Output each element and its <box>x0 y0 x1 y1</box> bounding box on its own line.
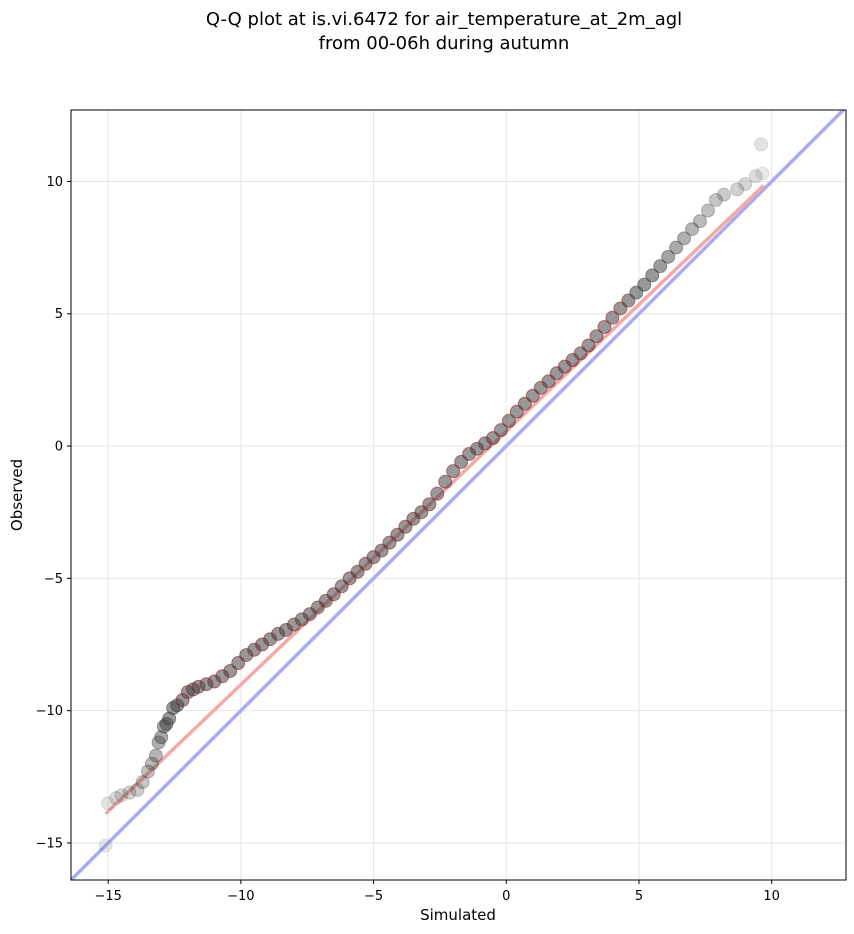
identity-line <box>71 110 846 880</box>
qq-point <box>708 192 723 207</box>
qq-point <box>122 785 137 800</box>
x-tick-label: −5 <box>364 889 383 904</box>
qq-point <box>677 231 692 246</box>
qq-point <box>101 796 116 811</box>
qq-point <box>430 486 445 501</box>
qq-point <box>755 166 770 181</box>
qq-point <box>581 338 596 353</box>
qq-point <box>154 730 169 745</box>
qq-point <box>738 177 753 192</box>
qq-point <box>748 169 763 184</box>
qq-point <box>605 310 620 325</box>
qq-point <box>645 268 660 283</box>
qq-point <box>693 214 708 229</box>
x-axis-label: Simulated <box>420 906 496 924</box>
qq-point <box>130 783 145 798</box>
qq-point <box>661 249 676 264</box>
qq-point <box>754 137 769 152</box>
qq-point <box>151 735 166 750</box>
chart-title-line-1: Q-Q plot at is.vi.6472 for air_temperatu… <box>206 9 682 30</box>
qq-point <box>597 319 612 334</box>
qq-point <box>637 277 652 292</box>
x-tick-label: 0 <box>502 889 510 904</box>
y-tick-label: −5 <box>44 572 63 587</box>
reference-lines <box>71 110 846 880</box>
y-tick-label: −15 <box>36 836 63 851</box>
qq-point <box>114 788 129 803</box>
qq-point <box>98 838 113 853</box>
qq-point <box>446 464 461 479</box>
x-tick-label: −10 <box>227 889 254 904</box>
y-axis-ticks: −15 −10 −5 0 5 10 <box>36 175 71 851</box>
qq-point <box>653 259 668 274</box>
qq-point <box>493 423 508 438</box>
qq-point <box>501 413 516 428</box>
qq-point <box>135 775 150 790</box>
qq-point <box>148 748 163 763</box>
plot-frame <box>70 109 847 881</box>
qq-point <box>669 240 684 255</box>
y-tick-label: 0 <box>55 440 63 455</box>
y-axis-label: Observed <box>8 459 26 531</box>
qq-point <box>140 764 155 779</box>
x-tick-label: 10 <box>763 889 780 904</box>
qq-point <box>144 756 159 771</box>
y-tick-label: 5 <box>55 307 63 322</box>
chart-title-line-2: from 00-06h during autumn <box>319 33 570 54</box>
grid-lines <box>71 110 846 880</box>
qq-point <box>438 474 453 489</box>
x-axis-ticks: −15 −10 −5 0 5 10 <box>94 880 780 904</box>
qq-point <box>109 790 124 805</box>
qq-point <box>700 203 715 218</box>
quantile-points <box>98 137 770 853</box>
qq-point <box>716 187 731 202</box>
y-tick-label: −10 <box>36 704 63 719</box>
qq-point <box>730 182 745 197</box>
qq-point <box>422 497 437 512</box>
qq-point <box>685 222 700 237</box>
y-tick-label: 10 <box>46 175 63 190</box>
x-tick-label: −15 <box>94 889 121 904</box>
qq-point <box>589 329 604 344</box>
x-tick-label: 5 <box>635 889 643 904</box>
